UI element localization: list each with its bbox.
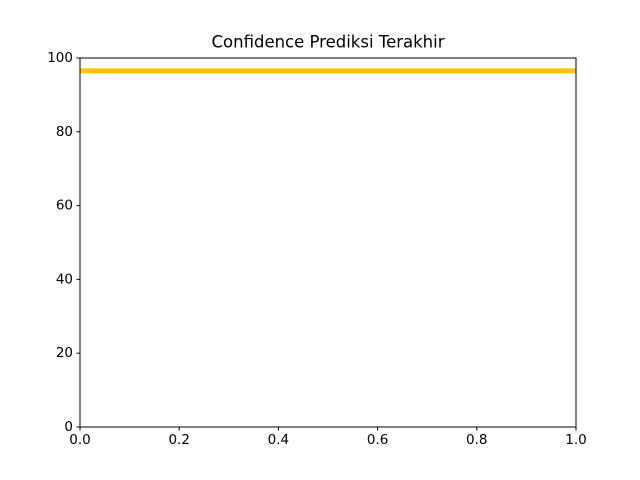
x-tick-label: 0.8 bbox=[466, 432, 487, 448]
x-tick-label: 0.2 bbox=[168, 432, 189, 448]
x-tick-label: 0.0 bbox=[69, 432, 90, 448]
x-tick-label: 0.6 bbox=[367, 432, 388, 448]
chart-title: Confidence Prediksi Terakhir bbox=[212, 33, 445, 52]
y-tick-label: 0 bbox=[64, 419, 73, 435]
x-tick-label: 0.4 bbox=[268, 432, 289, 448]
y-tick-label: 40 bbox=[56, 271, 73, 287]
y-tick-label: 20 bbox=[56, 345, 73, 361]
y-tick-label: 100 bbox=[47, 50, 73, 66]
plot-frame bbox=[79, 57, 577, 428]
x-tick-label: 1.0 bbox=[565, 432, 586, 448]
y-tick-label: 60 bbox=[56, 198, 73, 214]
y-tick-label: 80 bbox=[56, 124, 73, 140]
